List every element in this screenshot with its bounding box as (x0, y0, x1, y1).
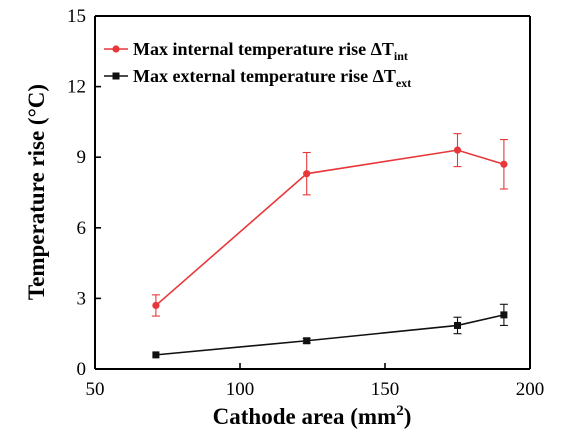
data-point (152, 301, 160, 310)
data-point (303, 170, 311, 178)
data-point (303, 337, 311, 345)
series-internal (151, 133, 508, 317)
data-point (152, 351, 160, 359)
data-point (500, 160, 508, 168)
x-axis-title-superscript: 2 (396, 403, 404, 419)
series-layer (151, 133, 508, 359)
y-axis-title: Temperature rise (°C) (24, 84, 49, 300)
series-external-line (155, 314, 505, 356)
plot-frame (94, 15, 531, 370)
legend-ext-marker (112, 72, 120, 80)
legend-ext-subscript: ext (396, 76, 411, 90)
x-tick-label: 50 (86, 379, 105, 400)
y-tick-label: 3 (77, 288, 87, 309)
legend-int-marker (112, 45, 120, 53)
y-tick-label: 6 (77, 218, 87, 239)
y-tick-label: 0 (77, 359, 87, 380)
y-tick-label: 9 (77, 147, 87, 168)
x-axis-title: Cathode area (mm2) (213, 403, 412, 429)
legend-int-subscript: int (394, 49, 408, 63)
y-tick-label: 12 (67, 77, 86, 98)
x-tick-label: 150 (371, 379, 400, 400)
x-axis-title-end: ) (404, 404, 412, 429)
legend-int-label: Max internal temperature rise ΔTint (133, 39, 408, 63)
series-external (152, 303, 508, 359)
ticks-layer: 50 100 150 200 0 3 6 9 12 15 (67, 6, 544, 400)
data-point (500, 311, 508, 319)
series-internal-line (155, 149, 505, 307)
x-tick-label: 100 (226, 379, 255, 400)
y-tick-label: 15 (67, 6, 86, 27)
legend-ext-label: Max external temperature rise ΔText (133, 66, 411, 90)
data-point (453, 146, 462, 154)
x-tick-label: 200 (516, 379, 545, 400)
data-point (454, 321, 461, 329)
legend: Max internal temperature rise ΔTint Max … (104, 39, 411, 90)
